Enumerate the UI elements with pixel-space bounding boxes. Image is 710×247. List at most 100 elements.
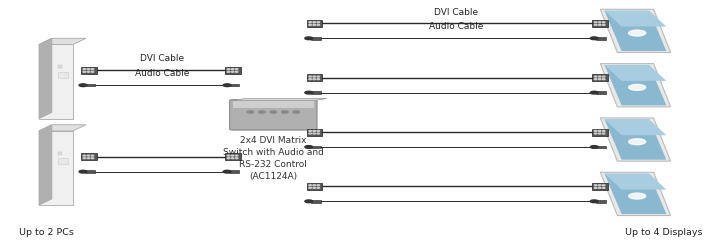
Polygon shape xyxy=(601,9,671,53)
Circle shape xyxy=(313,22,315,23)
Circle shape xyxy=(79,84,87,87)
Bar xyxy=(307,20,322,27)
Circle shape xyxy=(223,170,231,173)
Bar xyxy=(311,200,321,203)
Text: 2x4 DVI Matrix
Switch with Audio and
RS-232 Control
(AC1124A): 2x4 DVI Matrix Switch with Audio and RS-… xyxy=(223,136,324,181)
Circle shape xyxy=(309,185,312,186)
Circle shape xyxy=(247,111,253,113)
Circle shape xyxy=(317,76,320,77)
Circle shape xyxy=(594,22,597,23)
Bar xyxy=(596,37,606,40)
Circle shape xyxy=(628,139,645,145)
Circle shape xyxy=(309,130,312,131)
Bar xyxy=(58,158,68,164)
Circle shape xyxy=(628,84,645,90)
Circle shape xyxy=(309,79,312,80)
Text: Audio Cable: Audio Cable xyxy=(135,69,189,78)
Circle shape xyxy=(602,24,605,25)
Circle shape xyxy=(313,185,315,186)
Circle shape xyxy=(305,37,312,40)
Circle shape xyxy=(83,69,86,70)
Text: Audio Cable: Audio Cable xyxy=(430,22,484,31)
Bar xyxy=(225,153,241,160)
Circle shape xyxy=(309,76,312,77)
Circle shape xyxy=(602,130,605,131)
Circle shape xyxy=(235,158,238,159)
Circle shape xyxy=(599,24,601,25)
Circle shape xyxy=(628,193,645,199)
Circle shape xyxy=(91,155,94,156)
Bar xyxy=(592,183,608,190)
Circle shape xyxy=(317,133,320,134)
Circle shape xyxy=(594,133,597,134)
Circle shape xyxy=(309,133,312,134)
Circle shape xyxy=(305,91,312,94)
Polygon shape xyxy=(233,98,327,101)
Circle shape xyxy=(313,79,315,80)
Polygon shape xyxy=(605,174,667,190)
Circle shape xyxy=(282,111,288,113)
Circle shape xyxy=(602,76,605,77)
Bar xyxy=(307,129,322,136)
Circle shape xyxy=(227,69,230,70)
Bar xyxy=(307,183,322,190)
Circle shape xyxy=(271,111,277,113)
Polygon shape xyxy=(39,125,52,205)
Circle shape xyxy=(83,71,86,72)
Circle shape xyxy=(79,170,87,173)
Circle shape xyxy=(313,133,315,134)
Circle shape xyxy=(91,69,94,70)
Circle shape xyxy=(599,22,601,23)
Bar xyxy=(596,146,606,148)
Polygon shape xyxy=(605,120,667,160)
Circle shape xyxy=(594,24,597,25)
Circle shape xyxy=(599,187,601,188)
Circle shape xyxy=(317,187,320,188)
Circle shape xyxy=(87,69,89,70)
Circle shape xyxy=(91,158,94,159)
Bar xyxy=(81,153,97,160)
Bar xyxy=(229,170,239,173)
Bar xyxy=(233,101,315,108)
Circle shape xyxy=(293,111,300,113)
Circle shape xyxy=(309,187,312,188)
Circle shape xyxy=(83,158,86,159)
Circle shape xyxy=(313,24,315,25)
Polygon shape xyxy=(39,131,73,205)
Circle shape xyxy=(223,84,231,87)
Text: DVI Cable: DVI Cable xyxy=(435,8,479,17)
Circle shape xyxy=(231,158,234,159)
Bar xyxy=(311,91,321,94)
Bar xyxy=(596,91,606,94)
Circle shape xyxy=(305,200,312,203)
Circle shape xyxy=(87,158,89,159)
Circle shape xyxy=(317,24,320,25)
Circle shape xyxy=(91,71,94,72)
Circle shape xyxy=(231,71,234,72)
Circle shape xyxy=(599,185,601,186)
Circle shape xyxy=(594,79,597,80)
Bar xyxy=(58,65,62,68)
Circle shape xyxy=(599,76,601,77)
Circle shape xyxy=(602,185,605,186)
Circle shape xyxy=(317,185,320,186)
Circle shape xyxy=(590,91,598,94)
Circle shape xyxy=(227,158,230,159)
FancyBboxPatch shape xyxy=(230,100,317,130)
Circle shape xyxy=(317,22,320,23)
Circle shape xyxy=(594,76,597,77)
Circle shape xyxy=(87,155,89,156)
Circle shape xyxy=(235,155,238,156)
Bar xyxy=(58,72,68,78)
Text: Up to 4 Displays: Up to 4 Displays xyxy=(625,228,703,237)
Text: DVI Cable: DVI Cable xyxy=(140,55,184,63)
Circle shape xyxy=(599,79,601,80)
Polygon shape xyxy=(39,44,73,119)
Polygon shape xyxy=(605,11,667,51)
Circle shape xyxy=(313,130,315,131)
Bar xyxy=(592,74,608,81)
Circle shape xyxy=(317,79,320,80)
Circle shape xyxy=(590,37,598,40)
Circle shape xyxy=(258,111,265,113)
Circle shape xyxy=(313,76,315,77)
